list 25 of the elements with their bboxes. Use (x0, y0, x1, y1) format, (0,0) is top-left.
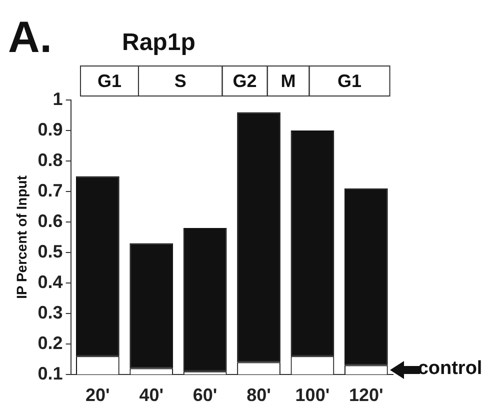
y-tick-label: 0.4 (38, 272, 63, 292)
y-tick-label: 1 (52, 88, 63, 109)
y-tick-label: 0.7 (38, 180, 63, 200)
y-tick-label: 0.1 (38, 363, 63, 384)
y-tick-label: 0.2 (38, 332, 63, 353)
x-tick-label: 40' (139, 385, 164, 406)
chart-title: Rap1p (122, 29, 196, 56)
x-tick-label: 120' (348, 385, 384, 406)
text: G1 (338, 70, 362, 91)
y-tick-label: 0.5 (38, 241, 63, 262)
text: G2 (232, 70, 257, 91)
text: M (280, 70, 296, 91)
text: A. (8, 13, 52, 62)
y-tick-label: 0.6 (38, 210, 63, 231)
x-tick-label: 100' (295, 385, 330, 406)
text: S (174, 70, 186, 91)
text: G1 (97, 70, 122, 91)
x-tick-label: 80' (246, 385, 271, 406)
x-tick-label: 20' (86, 385, 110, 406)
x-tick-label: 60' (192, 385, 218, 406)
y-tick-label: 0.9 (38, 119, 63, 140)
y-tick-label: 0.3 (38, 302, 63, 322)
y-axis-title: IP Percent of Input (13, 175, 30, 299)
series-label: control (418, 358, 482, 380)
y-tick-label: 0.8 (38, 150, 63, 170)
